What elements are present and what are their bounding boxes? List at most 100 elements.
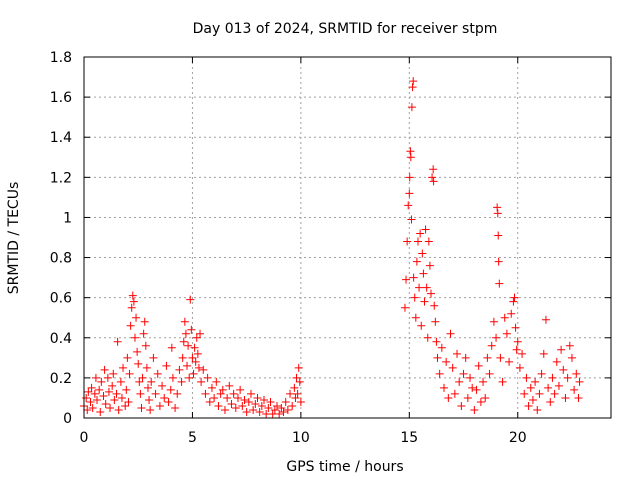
- y-tick-label: 0: [63, 411, 72, 427]
- data-point: [476, 397, 485, 406]
- x-tick-label: 15: [400, 430, 418, 446]
- data-point: [91, 373, 100, 382]
- data-point: [570, 385, 579, 394]
- data-points: [80, 77, 584, 418]
- data-point: [158, 381, 167, 390]
- data-point: [255, 407, 264, 416]
- data-point: [422, 283, 431, 292]
- chart-title: Day 013 of 2024, SRMTID for receiver stp…: [193, 21, 498, 37]
- data-point: [168, 373, 177, 382]
- data-point: [528, 395, 537, 404]
- data-point: [418, 249, 427, 258]
- data-point: [415, 283, 424, 292]
- data-point: [574, 393, 583, 402]
- data-point: [293, 389, 302, 398]
- data-point: [203, 373, 212, 382]
- data-point: [149, 353, 158, 362]
- data-point: [294, 363, 303, 372]
- data-point: [446, 329, 455, 338]
- data-point: [197, 377, 206, 386]
- data-point: [292, 373, 301, 382]
- data-point: [420, 297, 429, 306]
- data-point: [275, 409, 284, 418]
- data-point: [575, 377, 584, 386]
- data-point: [196, 329, 205, 338]
- data-point: [531, 377, 540, 386]
- data-point: [403, 237, 412, 246]
- data-point: [409, 273, 418, 282]
- data-point: [86, 397, 95, 406]
- data-point: [296, 397, 305, 406]
- x-tick-label: 0: [80, 430, 89, 446]
- data-point: [557, 345, 566, 354]
- data-point: [421, 225, 430, 234]
- data-point: [231, 403, 240, 412]
- data-point: [207, 383, 216, 392]
- data-point: [192, 333, 201, 342]
- data-point: [509, 297, 518, 306]
- data-point: [240, 395, 249, 404]
- data-point: [279, 407, 288, 416]
- data-point: [407, 215, 416, 224]
- data-point: [194, 363, 203, 372]
- data-point: [188, 353, 197, 362]
- data-point: [95, 385, 104, 394]
- data-point: [424, 237, 433, 246]
- data-point: [119, 363, 128, 372]
- data-point: [463, 393, 472, 402]
- data-point: [442, 357, 451, 366]
- data-point: [128, 291, 137, 300]
- data-point: [489, 317, 498, 326]
- data-point: [127, 303, 136, 312]
- data-point: [290, 383, 299, 392]
- data-point: [116, 377, 125, 386]
- x-tick-label: 20: [509, 430, 527, 446]
- data-point: [495, 279, 504, 288]
- data-point: [450, 389, 459, 398]
- y-tick-label: 1.6: [50, 90, 72, 106]
- data-point: [88, 403, 97, 412]
- x-tick-label: 5: [188, 430, 197, 446]
- data-point: [453, 349, 462, 358]
- data-point: [121, 401, 130, 410]
- data-point: [205, 397, 214, 406]
- data-point: [187, 325, 196, 334]
- data-point: [404, 201, 413, 210]
- data-point: [428, 173, 437, 182]
- y-tick-label: 0.8: [50, 251, 72, 267]
- y-tick-label: 1.4: [50, 130, 72, 146]
- data-point: [563, 373, 572, 382]
- data-point: [183, 361, 192, 370]
- data-point: [407, 103, 416, 112]
- x-tick-label: 10: [292, 430, 310, 446]
- data-point: [227, 399, 236, 408]
- data-point: [461, 353, 470, 362]
- data-point: [487, 341, 496, 350]
- data-point: [552, 357, 561, 366]
- data-point: [405, 189, 414, 198]
- data-point: [136, 389, 145, 398]
- plot-frame: [83, 56, 612, 419]
- data-point: [533, 405, 542, 414]
- data-point: [409, 77, 418, 86]
- data-point: [143, 383, 152, 392]
- y-tick-label: 0.4: [50, 331, 72, 347]
- data-point: [554, 381, 563, 390]
- data-point: [500, 313, 509, 322]
- data-point: [492, 333, 501, 342]
- data-point: [257, 401, 266, 410]
- data-point: [246, 389, 255, 398]
- data-point: [408, 83, 417, 92]
- data-point: [249, 405, 258, 414]
- data-point: [266, 397, 275, 406]
- data-point: [233, 393, 242, 402]
- data-point: [132, 313, 141, 322]
- data-point: [277, 403, 286, 412]
- data-point: [190, 343, 199, 352]
- data-point: [135, 377, 144, 386]
- data-point: [186, 295, 195, 304]
- data-point: [137, 403, 146, 412]
- data-point: [567, 353, 576, 362]
- data-point: [83, 405, 92, 414]
- x-axis-label: GPS time / hours: [286, 459, 403, 475]
